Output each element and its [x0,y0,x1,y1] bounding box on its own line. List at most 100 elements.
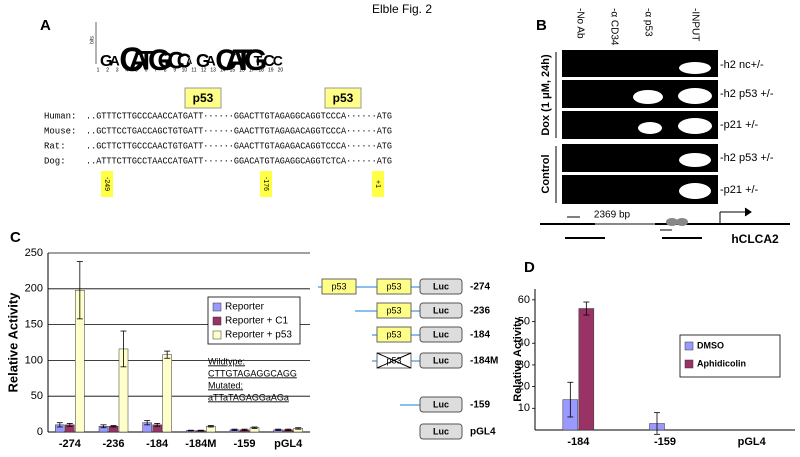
sequence: ..GCTTCCTGACCAGCTGTGATT······GAACTTGTAGA… [86,126,392,136]
motif-box [184,87,222,109]
error-bar [241,428,248,431]
error-bar [187,429,194,432]
site-label: p53 [386,305,401,315]
site-label: p53 [331,281,346,291]
panel-letter: C [10,229,21,246]
logo-letter: C [273,53,283,69]
logo-letter: G [244,44,267,77]
group-label: Control [540,154,552,193]
x-tick-label: pGL4 [738,436,767,448]
logo-position: 16 [239,67,245,73]
gel [562,50,718,204]
error-bar [110,425,117,428]
legend-swatch [212,302,222,312]
logo-letter: C [215,44,237,77]
logo-letter: T [254,53,263,69]
legend-label: Aphidicolin [697,358,746,368]
reporter-label: Luc [433,305,449,315]
reporter-box [419,423,463,440]
logo-letter: C [263,53,275,70]
x-tick-label: -184 [146,438,169,450]
y-tick-label: 50 [31,390,43,402]
x-tick-label: -184M [185,438,216,450]
lane-label: -INPUT [689,8,700,41]
primer-distance: 2369 bp [594,210,631,221]
figure-title: Elble Fig. 2 [372,2,432,16]
x-tick-label: -159 [233,438,255,450]
logo-letter: A [129,44,149,75]
reporter-box [419,302,463,319]
error-bar [583,301,590,316]
error-bar [56,422,63,428]
logo-position: 19 [268,67,274,73]
logo-position: 13 [210,67,216,73]
error-bar [567,381,574,418]
logo-position: 20 [278,67,284,73]
sequence: ..GCTTCTTGCCCAACTGTGATT······GAACTTGTAGA… [86,141,392,151]
legend-label: Reporter + C1 [225,316,289,327]
logo-letter: A [206,53,216,69]
row-label: -p21 +/- [720,184,759,196]
error-bar [231,428,238,431]
legend-swatch [212,330,222,340]
motif-label: p53 [333,91,354,105]
logo-position: 6 [145,67,148,73]
motif-label: p53 [193,91,214,105]
construct-label: -159 [470,400,490,411]
construct-label: -184 [470,330,490,341]
annotation: Mutated: [208,380,243,390]
construct-label: -236 [470,306,490,317]
logo-position: 11 [191,67,196,73]
gene-label: hCLCA2 [731,232,779,246]
legend-label: Reporter + p53 [225,330,292,341]
logo-position: 10 [182,67,188,73]
logo-position: 12 [201,67,207,73]
y-tick-label: 20 [518,381,530,393]
error-bar [275,428,282,431]
reporter-box [419,352,463,369]
annotation: aTTaTAGAGGaAGa [208,392,289,402]
logo-position: 5 [135,67,138,73]
logo-position: 1 [97,67,100,73]
position-box [260,171,272,197]
logo-position: 9 [173,67,176,73]
site-label: p53 [386,329,401,339]
legend-swatch [684,359,694,369]
logo-letter: A [225,44,247,77]
logo-letter: A [110,53,120,69]
sequence: ..GTTTCTTGCCCAACCATGATT······GGACTTGTAGA… [86,111,392,121]
legend-box [679,334,781,378]
panel-letter: B [536,17,547,34]
logo-letter: A [186,57,192,66]
row-label: -h2 p53 +/- [720,88,774,100]
species-name: Rat: [44,141,66,151]
lane-label: -α p53 [642,8,653,37]
legend-swatch [684,341,694,351]
construct-label: -184M [470,356,498,367]
x-tick-label: -274 [59,438,82,450]
error-bar [164,350,171,359]
logo-position: 17 [249,67,255,73]
logo-letter: C [119,41,144,79]
error-bar [66,423,73,427]
logo-position: 3 [116,67,119,73]
reporter-label: Luc [433,426,449,436]
lane-label: -α CD34 [608,8,619,46]
error-bar [285,428,292,431]
sequence: ..ATTTCTTGCCTAACCATGATT······GGACATGTAGA… [86,156,392,166]
logo-position: 2 [106,67,109,73]
x-tick-label: pGL4 [274,438,303,450]
lane-label: -No Ab [574,8,585,39]
logo-axis-label: bits [89,36,95,44]
annotation: CTTGTAGAGGCAGG [208,368,297,378]
gene-diagram [540,207,790,239]
error-bar [154,423,161,427]
logo-position: 14 [220,67,226,73]
reporter-label: Luc [433,399,449,409]
reporter-label: Luc [433,281,449,291]
panel-letter: A [40,17,51,34]
position-label: +1 [374,180,381,188]
construct-label: -274 [470,282,490,293]
logo-letter: G [148,44,171,77]
logo-letter: C [167,47,184,74]
